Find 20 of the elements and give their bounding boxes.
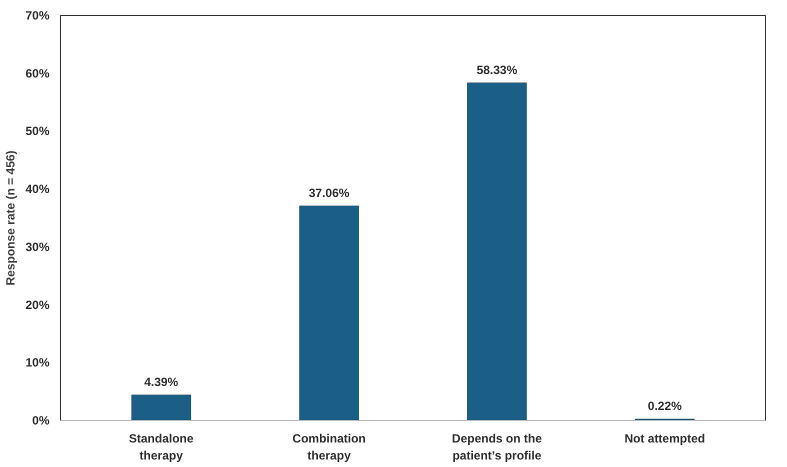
x-tick-label: Depends on the patient’s profile xyxy=(452,432,542,462)
x-tick-label: Not attempted xyxy=(624,432,706,446)
bar xyxy=(131,394,192,420)
y-tick-label: 60% xyxy=(25,66,50,80)
y-tick-label: 10% xyxy=(25,356,50,370)
bar xyxy=(299,206,359,420)
x-tick-label: Standalone therapy xyxy=(128,432,194,462)
x-tick-label: Combination therapy xyxy=(292,432,366,462)
data-label: 0.22% xyxy=(648,399,682,414)
bar xyxy=(467,82,527,420)
y-tick-label: 20% xyxy=(25,298,50,312)
y-tick-label: 40% xyxy=(25,182,50,196)
data-label: 37.06% xyxy=(308,186,350,200)
y-tick-label: 30% xyxy=(25,240,50,254)
y-tick-label: 50% xyxy=(25,124,50,138)
data-label: 4.39% xyxy=(144,375,179,390)
y-tick-label: 0% xyxy=(32,414,50,428)
data-label: 58.33% xyxy=(476,63,518,78)
y-tick-label: 70% xyxy=(25,8,50,22)
y-axis-title: Response rate (n = 456) xyxy=(3,150,18,286)
